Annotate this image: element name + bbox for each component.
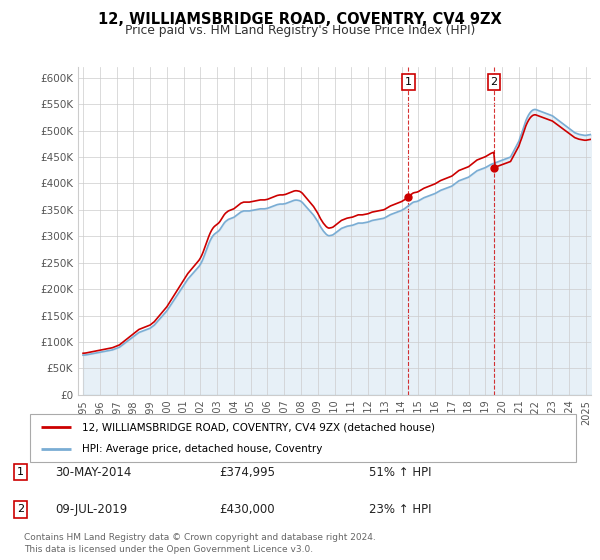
Text: 23% ↑ HPI: 23% ↑ HPI <box>369 503 431 516</box>
Text: £374,995: £374,995 <box>220 465 275 479</box>
Text: 51% ↑ HPI: 51% ↑ HPI <box>369 465 431 479</box>
Text: 2: 2 <box>491 77 497 87</box>
Text: 1: 1 <box>405 77 412 87</box>
Text: 30-MAY-2014: 30-MAY-2014 <box>55 465 131 479</box>
Text: This data is licensed under the Open Government Licence v3.0.: This data is licensed under the Open Gov… <box>24 545 313 554</box>
Text: £430,000: £430,000 <box>220 503 275 516</box>
FancyBboxPatch shape <box>30 414 576 462</box>
Text: 2: 2 <box>17 505 24 515</box>
Text: Contains HM Land Registry data © Crown copyright and database right 2024.: Contains HM Land Registry data © Crown c… <box>24 533 376 542</box>
Text: 09-JUL-2019: 09-JUL-2019 <box>55 503 127 516</box>
Text: Price paid vs. HM Land Registry's House Price Index (HPI): Price paid vs. HM Land Registry's House … <box>125 24 475 37</box>
Text: 12, WILLIAMSBRIDGE ROAD, COVENTRY, CV4 9ZX: 12, WILLIAMSBRIDGE ROAD, COVENTRY, CV4 9… <box>98 12 502 27</box>
Text: HPI: Average price, detached house, Coventry: HPI: Average price, detached house, Cove… <box>82 444 322 454</box>
Text: 12, WILLIAMSBRIDGE ROAD, COVENTRY, CV4 9ZX (detached house): 12, WILLIAMSBRIDGE ROAD, COVENTRY, CV4 9… <box>82 422 435 432</box>
Text: 1: 1 <box>17 467 24 477</box>
